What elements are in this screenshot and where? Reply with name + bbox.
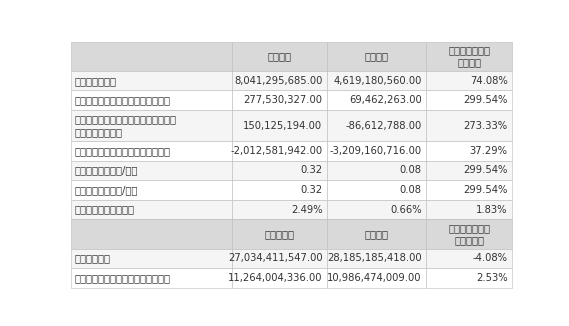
Bar — [71, 141, 232, 161]
Text: 2.53%: 2.53% — [476, 273, 508, 283]
Text: 299.54%: 299.54% — [463, 95, 508, 105]
Text: 归属于上市公司股东的净资产（元）: 归属于上市公司股东的净资产（元） — [75, 273, 171, 283]
Text: 8,041,295,685.00: 8,041,295,685.00 — [234, 76, 323, 86]
Text: 299.54%: 299.54% — [463, 166, 508, 175]
Bar — [71, 161, 232, 180]
Text: 2.49%: 2.49% — [291, 204, 323, 215]
Bar — [426, 200, 512, 219]
Bar — [71, 71, 232, 90]
Text: 0.32: 0.32 — [300, 166, 323, 175]
Text: 1.83%: 1.83% — [476, 204, 508, 215]
Text: 归属于上市公司股东的扣除非经常性损
益的净利润（元）: 归属于上市公司股东的扣除非经常性损 益的净利润（元） — [75, 114, 176, 137]
Text: 本报告期比上年
同期增减: 本报告期比上年 同期增减 — [448, 45, 490, 67]
Bar — [232, 161, 327, 180]
Bar — [71, 42, 232, 71]
Bar — [71, 268, 232, 288]
Bar — [426, 141, 512, 161]
Text: 经营活动产生的现金流量净额（元）: 经营活动产生的现金流量净额（元） — [75, 146, 171, 156]
Text: -4.08%: -4.08% — [473, 253, 508, 263]
Bar — [426, 161, 512, 180]
Bar — [327, 180, 426, 200]
Text: -86,612,788.00: -86,612,788.00 — [345, 121, 422, 131]
Bar — [327, 42, 426, 71]
Bar — [426, 249, 512, 268]
Text: 0.08: 0.08 — [399, 166, 422, 175]
Text: 本报告期末比上
年度末增减: 本报告期末比上 年度末增减 — [448, 223, 490, 245]
Bar — [71, 249, 232, 268]
Text: 归属于上市公司股东的净利润（元）: 归属于上市公司股东的净利润（元） — [75, 95, 171, 105]
Bar — [327, 141, 426, 161]
Text: 总资产（元）: 总资产（元） — [75, 253, 110, 263]
Bar — [327, 71, 426, 90]
Bar — [426, 42, 512, 71]
Bar — [327, 200, 426, 219]
Bar — [327, 219, 426, 249]
Text: 69,462,263.00: 69,462,263.00 — [349, 95, 422, 105]
Text: 上年同期: 上年同期 — [365, 51, 389, 61]
Text: 本报告期: 本报告期 — [267, 51, 291, 61]
Text: 150,125,194.00: 150,125,194.00 — [244, 121, 323, 131]
Bar — [327, 268, 426, 288]
Bar — [327, 90, 426, 110]
Text: 27,034,411,547.00: 27,034,411,547.00 — [228, 253, 323, 263]
Text: 0.66%: 0.66% — [390, 204, 422, 215]
Bar — [71, 110, 232, 141]
Bar — [327, 110, 426, 141]
Text: 10,986,474,009.00: 10,986,474,009.00 — [327, 273, 422, 283]
Bar — [327, 249, 426, 268]
Text: -2,012,581,942.00: -2,012,581,942.00 — [230, 146, 323, 156]
Text: -3,209,160,716.00: -3,209,160,716.00 — [329, 146, 422, 156]
Bar — [232, 42, 327, 71]
Bar — [232, 141, 327, 161]
Bar — [232, 219, 327, 249]
Text: 28,185,185,418.00: 28,185,185,418.00 — [327, 253, 422, 263]
Text: 277,530,327.00: 277,530,327.00 — [244, 95, 323, 105]
Bar — [426, 268, 512, 288]
Bar — [426, 110, 512, 141]
Bar — [426, 180, 512, 200]
Bar — [71, 180, 232, 200]
Text: 0.08: 0.08 — [399, 185, 422, 195]
Text: 基本每股收益（元/股）: 基本每股收益（元/股） — [75, 166, 138, 175]
Text: 273.33%: 273.33% — [464, 121, 508, 131]
Text: 74.08%: 74.08% — [470, 76, 508, 86]
Bar — [71, 90, 232, 110]
Bar — [426, 71, 512, 90]
Bar — [426, 219, 512, 249]
Text: 营业收入（元）: 营业收入（元） — [75, 76, 117, 86]
Bar — [232, 71, 327, 90]
Bar — [232, 180, 327, 200]
Bar — [327, 161, 426, 180]
Bar — [232, 200, 327, 219]
Text: 37.29%: 37.29% — [469, 146, 508, 156]
Text: 本报告期末: 本报告期末 — [265, 229, 295, 239]
Text: 11,264,004,336.00: 11,264,004,336.00 — [228, 273, 323, 283]
Bar — [232, 249, 327, 268]
Text: 上年度末: 上年度末 — [365, 229, 389, 239]
Bar — [232, 268, 327, 288]
Bar — [232, 110, 327, 141]
Text: 299.54%: 299.54% — [463, 185, 508, 195]
Text: 4,619,180,560.00: 4,619,180,560.00 — [333, 76, 422, 86]
Bar — [71, 219, 232, 249]
Text: 0.32: 0.32 — [300, 185, 323, 195]
Bar — [426, 90, 512, 110]
Bar — [71, 200, 232, 219]
Bar — [232, 90, 327, 110]
Text: 稀释每股收益（元/股）: 稀释每股收益（元/股） — [75, 185, 138, 195]
Text: 加权平均净资产收益率: 加权平均净资产收益率 — [75, 204, 135, 215]
